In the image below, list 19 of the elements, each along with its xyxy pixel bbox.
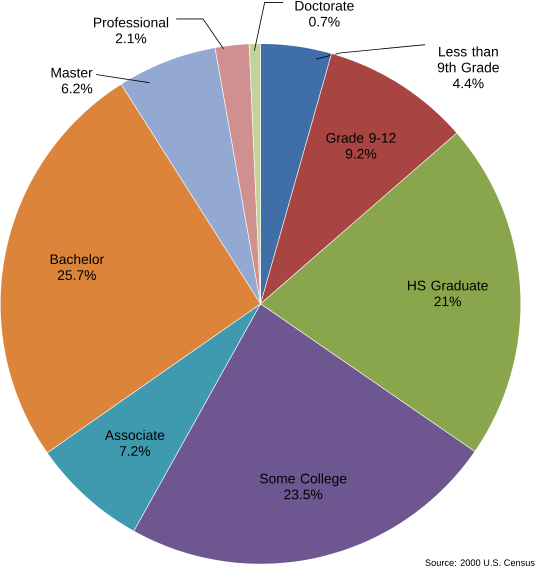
slice-label: Grade 9-12 — [326, 132, 396, 143]
data-label: 2.1% — [116, 33, 146, 44]
source-note: Source: 2000 U.S. Census — [425, 559, 535, 566]
slice-label: Associate — [104, 430, 164, 440]
data-label: 23.5% — [284, 490, 322, 500]
data-label: 9.2% — [346, 148, 376, 159]
slice-label: Less than 9th Grade — [438, 46, 499, 72]
data-label: 0.7% — [309, 16, 340, 27]
slice-label: Bachelor — [50, 254, 104, 264]
slice-label: Doctorate — [295, 1, 354, 11]
data-label: 6.2% — [62, 84, 92, 94]
slice-label: Some College — [260, 473, 346, 486]
data-label: 21% — [434, 296, 461, 306]
data-label: 7.2% — [120, 446, 150, 456]
slice-label: Professional — [94, 17, 168, 28]
data-label: 25.7% — [58, 270, 96, 280]
slice-label: Master — [52, 68, 92, 78]
slice-label: HS Graduate — [408, 280, 488, 290]
data-label: 4.4% — [452, 78, 484, 88]
